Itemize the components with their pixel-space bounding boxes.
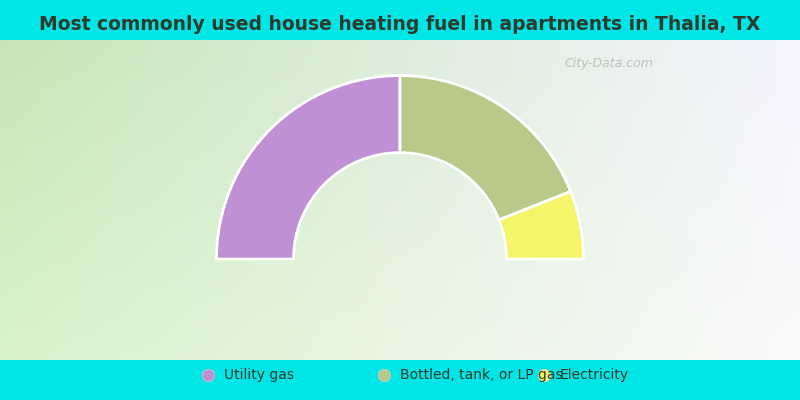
Text: City-Data.com: City-Data.com [564, 57, 654, 70]
Wedge shape [400, 76, 570, 220]
Text: Most commonly used house heating fuel in apartments in Thalia, TX: Most commonly used house heating fuel in… [39, 14, 761, 34]
Text: Utility gas: Utility gas [224, 368, 294, 382]
Text: Bottled, tank, or LP gas: Bottled, tank, or LP gas [400, 368, 562, 382]
Text: Electricity: Electricity [560, 368, 629, 382]
Wedge shape [499, 192, 583, 259]
Wedge shape [217, 76, 400, 259]
